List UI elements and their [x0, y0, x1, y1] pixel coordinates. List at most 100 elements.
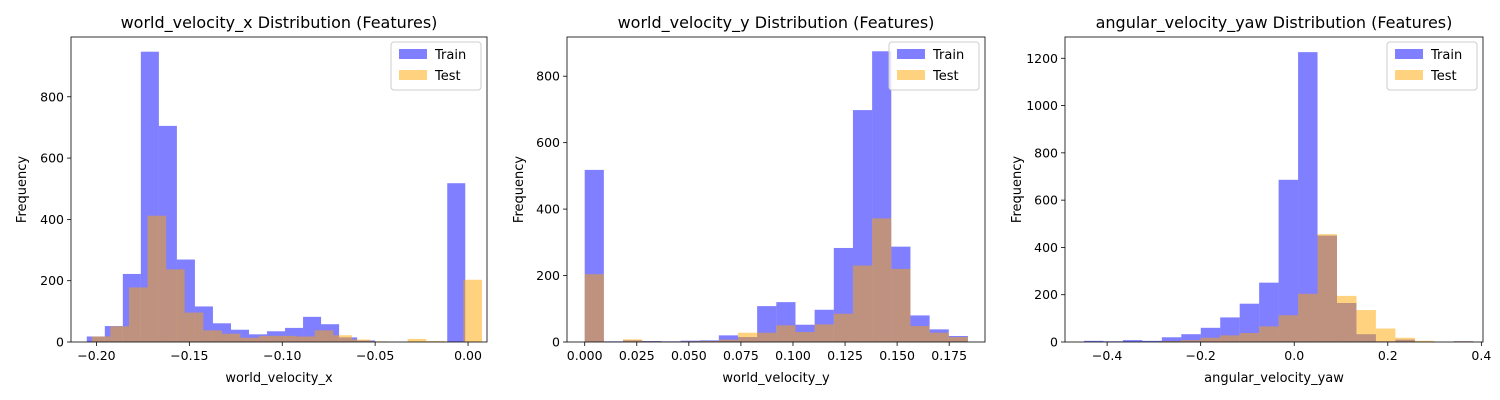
- histogram-bar: [91, 336, 111, 342]
- y-axis-label: Frequency: [15, 156, 30, 223]
- axes-frame: [566, 36, 986, 343]
- histogram-bar: [891, 268, 911, 342]
- histogram-bar: [1181, 334, 1201, 342]
- histogram-bar: [833, 313, 853, 342]
- histogram-bar: [128, 287, 148, 342]
- legend-label-train: Train: [932, 48, 964, 63]
- series-test: [91, 215, 482, 342]
- histogram-bar: [1142, 340, 1162, 342]
- histogram-bar: [1278, 179, 1299, 342]
- histogram-bar: [1278, 315, 1299, 342]
- x-tick-label: 0.100: [775, 348, 811, 363]
- chart-title: angular_velocity_yaw Distribution (Featu…: [1096, 13, 1453, 33]
- histogram-bar: [426, 341, 445, 342]
- axes-frame: [1064, 36, 1484, 343]
- y-tick-label: 200: [1034, 287, 1058, 302]
- histogram-bar: [110, 326, 129, 342]
- histogram-bar: [147, 215, 167, 342]
- legend-label-train: Train: [434, 48, 466, 63]
- histogram-bar: [1298, 52, 1318, 342]
- legend-swatch-train: [1395, 49, 1423, 59]
- legend-swatch-test: [1395, 70, 1423, 80]
- histogram-bar: [1161, 337, 1182, 342]
- histogram-bar: [1083, 340, 1104, 342]
- histogram-bar: [314, 330, 334, 342]
- histogram-bar: [1200, 337, 1221, 342]
- y-axis-label: Frequency: [1010, 156, 1025, 223]
- legend-swatch-test: [399, 70, 427, 80]
- histogram-bar: [221, 333, 241, 342]
- x-tick-label: −0.2: [1185, 348, 1215, 363]
- x-axis-label: world_velocity_x: [225, 371, 333, 386]
- legend-swatch-train: [399, 49, 427, 59]
- legend: Train Test: [390, 41, 482, 91]
- y-tick-label: 400: [536, 202, 560, 217]
- y-tick-label: 800: [40, 89, 64, 104]
- x-tick-label: 0.2: [1378, 348, 1398, 363]
- chart-panel-2: world_velocity_y Distribution (Features)…: [512, 13, 986, 386]
- histogram-bar: [463, 279, 482, 342]
- histogram-bar: [1220, 335, 1240, 342]
- histogram-bar: [814, 324, 834, 342]
- x-tick-label: 0.00: [454, 348, 482, 363]
- x-axis-label: angular_velocity_yaw: [1204, 371, 1344, 386]
- x-tick-label: −0.15: [170, 348, 208, 363]
- histogram-bar: [203, 330, 222, 342]
- legend-swatch-test: [897, 70, 925, 80]
- histogram-bar: [351, 339, 371, 342]
- histogram-bar: [1122, 340, 1143, 342]
- histogram-bar: [584, 274, 604, 342]
- y-tick-label: 400: [40, 212, 64, 227]
- y-tick-label: 600: [536, 135, 560, 150]
- histogram-bar: [1395, 337, 1415, 342]
- histogram-bar: [872, 218, 892, 342]
- x-tick-label: 0.075: [723, 348, 759, 363]
- y-tick-label: 1200: [1026, 51, 1058, 66]
- histogram-bar: [1414, 340, 1435, 342]
- histogram-bar: [166, 269, 185, 342]
- histogram-bar: [240, 337, 260, 342]
- legend-label-test: Test: [1430, 69, 1457, 84]
- x-tick-label: −0.05: [356, 348, 394, 363]
- histogram-bar: [184, 312, 204, 342]
- histogram-bar: [776, 325, 796, 342]
- histogram-bar: [277, 335, 297, 342]
- y-axis-label: Frequency: [512, 156, 527, 223]
- x-tick-label: −0.10: [263, 348, 301, 363]
- histogram-bar: [1259, 326, 1279, 342]
- histogram-bar: [757, 332, 777, 342]
- chart-title: world_velocity_y Distribution (Features): [618, 13, 935, 33]
- histogram-bar: [1239, 303, 1260, 342]
- histogram-bar: [259, 335, 278, 342]
- x-tick-label: −0.4: [1092, 348, 1122, 363]
- histogram-bar: [1317, 234, 1337, 342]
- legend-label-test: Test: [434, 69, 461, 84]
- axes-frame: [70, 36, 488, 343]
- series-test: [584, 218, 968, 342]
- histogram-bar: [680, 340, 700, 342]
- histogram-bar: [910, 326, 930, 342]
- histogram-bar: [852, 265, 873, 342]
- y-tick-label: 200: [40, 273, 64, 288]
- x-tick-label: 0.175: [931, 348, 967, 363]
- x-tick-label: 0.125: [827, 348, 863, 363]
- histogram-bar: [623, 339, 643, 342]
- legend-label-train: Train: [1430, 48, 1462, 63]
- series-test: [1161, 234, 1474, 342]
- histogram-bar: [948, 337, 968, 342]
- y-tick-label: 600: [40, 151, 64, 166]
- histogram-bar: [737, 332, 758, 342]
- histogram-bar: [1181, 340, 1201, 342]
- legend: Train Test: [1386, 41, 1478, 91]
- histogram-bar: [296, 336, 315, 342]
- histogram-bar: [447, 183, 466, 342]
- y-tick-label: 0: [1050, 335, 1058, 350]
- series-train: [1083, 52, 1474, 342]
- chart-title: world_velocity_x Distribution (Features): [121, 13, 438, 33]
- x-tick-label: 0.025: [619, 348, 655, 363]
- x-tick-label: 0.050: [671, 348, 707, 363]
- histogram-bar: [699, 341, 719, 342]
- y-tick-label: 200: [536, 268, 560, 283]
- histogram-bar: [929, 332, 949, 342]
